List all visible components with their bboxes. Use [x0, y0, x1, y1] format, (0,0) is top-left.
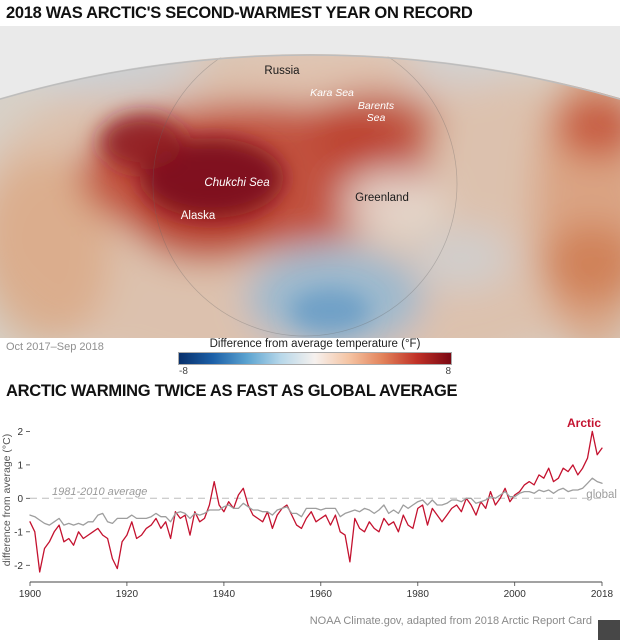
map-label-chukchi-sea: Chukchi Sea	[204, 177, 269, 189]
svg-text:1920: 1920	[116, 589, 139, 600]
colorbar-block: Difference from average temperature (°F)…	[175, 338, 455, 377]
map-date-range: Oct 2017–Sep 2018	[6, 341, 104, 353]
trend-chart: -2 -1 0 1 2 1900 1920 1940 1960 1980 2000 2018 diff…	[0, 404, 620, 609]
colorbar-title: Difference from average temperature (°F)	[209, 338, 421, 350]
colorbar-min-label: -8	[179, 366, 188, 377]
baseline-label: 1981-2010 average	[52, 486, 147, 498]
svg-text:-1: -1	[14, 527, 23, 538]
anomaly-map: Russia Kara Sea Barents Sea Chukchi Sea …	[0, 26, 620, 338]
arctic-circle-graticule	[152, 54, 458, 337]
svg-text:1940: 1940	[213, 589, 236, 600]
svg-text:2018: 2018	[591, 589, 614, 600]
svg-text:2: 2	[17, 427, 23, 438]
chart-title: ARCTIC WARMING TWICE AS FAST AS GLOBAL A…	[6, 381, 458, 400]
svg-text:0: 0	[17, 494, 23, 505]
svg-text:1980: 1980	[407, 589, 430, 600]
anomaly-map-svg: Russia Kara Sea Barents Sea Chukchi Sea …	[0, 26, 620, 338]
svg-text:-2: -2	[14, 561, 23, 572]
footer: NOAA Climate.gov, adapted from 2018 Arct…	[0, 609, 620, 640]
y-axis-label: difference from average (°C)	[1, 434, 13, 566]
map-label-barents-sea-line2: Sea	[367, 112, 386, 124]
svg-text:1960: 1960	[310, 589, 333, 600]
colorbar	[178, 352, 452, 365]
map-label-greenland: Greenland	[355, 192, 409, 204]
corner-mark	[598, 620, 620, 640]
svg-text:1900: 1900	[19, 589, 42, 600]
map-label-alaska: Alaska	[181, 210, 216, 222]
svg-text:1: 1	[17, 460, 23, 471]
colorbar-max-label: 8	[445, 366, 451, 377]
global-series-label: global	[586, 489, 617, 501]
map-label-kara-sea: Kara Sea	[310, 87, 354, 99]
colorbar-section: Oct 2017–Sep 2018 Difference from averag…	[0, 338, 620, 378]
map-label-barents-sea-line1: Barents	[358, 100, 395, 112]
page-title: 2018 WAS ARCTIC'S SECOND-WARMEST YEAR ON…	[6, 3, 473, 22]
arctic-series-label: Arctic	[567, 416, 601, 430]
map-label-russia: Russia	[264, 65, 300, 77]
svg-text:2000: 2000	[504, 589, 527, 600]
colorbar-ticks: -8 8	[179, 366, 451, 377]
trend-chart-svg: -2 -1 0 1 2 1900 1920 1940 1960 1980 2000 2018 diff…	[1, 416, 617, 600]
footer-credit: NOAA Climate.gov, adapted from 2018 Arct…	[309, 615, 592, 627]
